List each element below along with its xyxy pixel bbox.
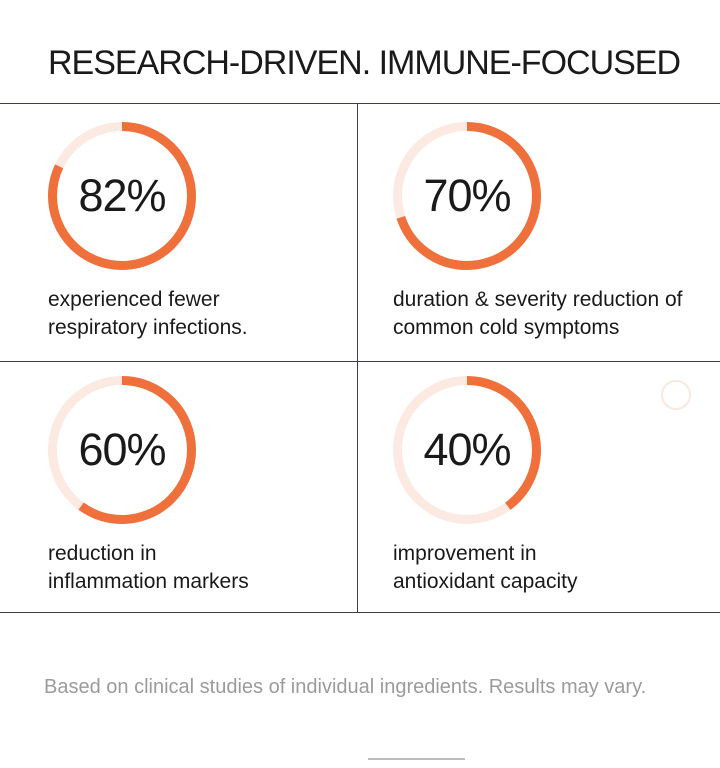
donut-gauge: 82% [48, 122, 196, 270]
donut-gauge: 60% [48, 376, 196, 524]
stat-description: reduction in inflammation markers [48, 542, 249, 593]
donut-ring-svg [48, 376, 196, 524]
donut-gauge: 40% [393, 376, 541, 524]
stat-card: 82% experienced fewer respiratory infect… [0, 104, 358, 362]
stat-description: experienced fewer respiratory infections… [48, 288, 248, 339]
stat-description: duration & severity reduction of common … [393, 288, 683, 339]
gauge-progress-arc [393, 122, 541, 270]
stat-value: 40% [423, 424, 511, 475]
section-title: RESEARCH-DRIVEN. IMMUNE-FOCUSED [48, 44, 681, 82]
donut-gauge: 70% [393, 122, 541, 270]
gauge-progress-arc [48, 122, 196, 270]
gauge-progress-arc [48, 376, 196, 524]
disclaimer-text: Based on clinical studies of individual … [44, 676, 647, 698]
donut-ring-svg [393, 122, 541, 270]
gauge-progress-arc [393, 376, 541, 524]
stat-value: 82% [78, 170, 166, 221]
stat-card: 40% improvement in antioxidant capacity [358, 362, 720, 612]
stats-grid: 82% experienced fewer respiratory infect… [0, 103, 720, 613]
section-footer: Based on clinical studies of individual … [0, 613, 720, 699]
donut-ring-svg [393, 376, 541, 524]
section-header: RESEARCH-DRIVEN. IMMUNE-FOCUSED [0, 0, 720, 103]
stat-card: 70% duration & severity reduction of com… [358, 104, 720, 362]
bottom-divider [368, 758, 465, 760]
stat-description: improvement in antioxidant capacity [393, 542, 578, 593]
stat-card: 60% reduction in inflammation markers [0, 362, 358, 612]
stat-value: 60% [78, 424, 166, 475]
decorative-circle [661, 380, 691, 410]
donut-ring-svg [48, 122, 196, 270]
stat-value: 70% [423, 170, 511, 221]
